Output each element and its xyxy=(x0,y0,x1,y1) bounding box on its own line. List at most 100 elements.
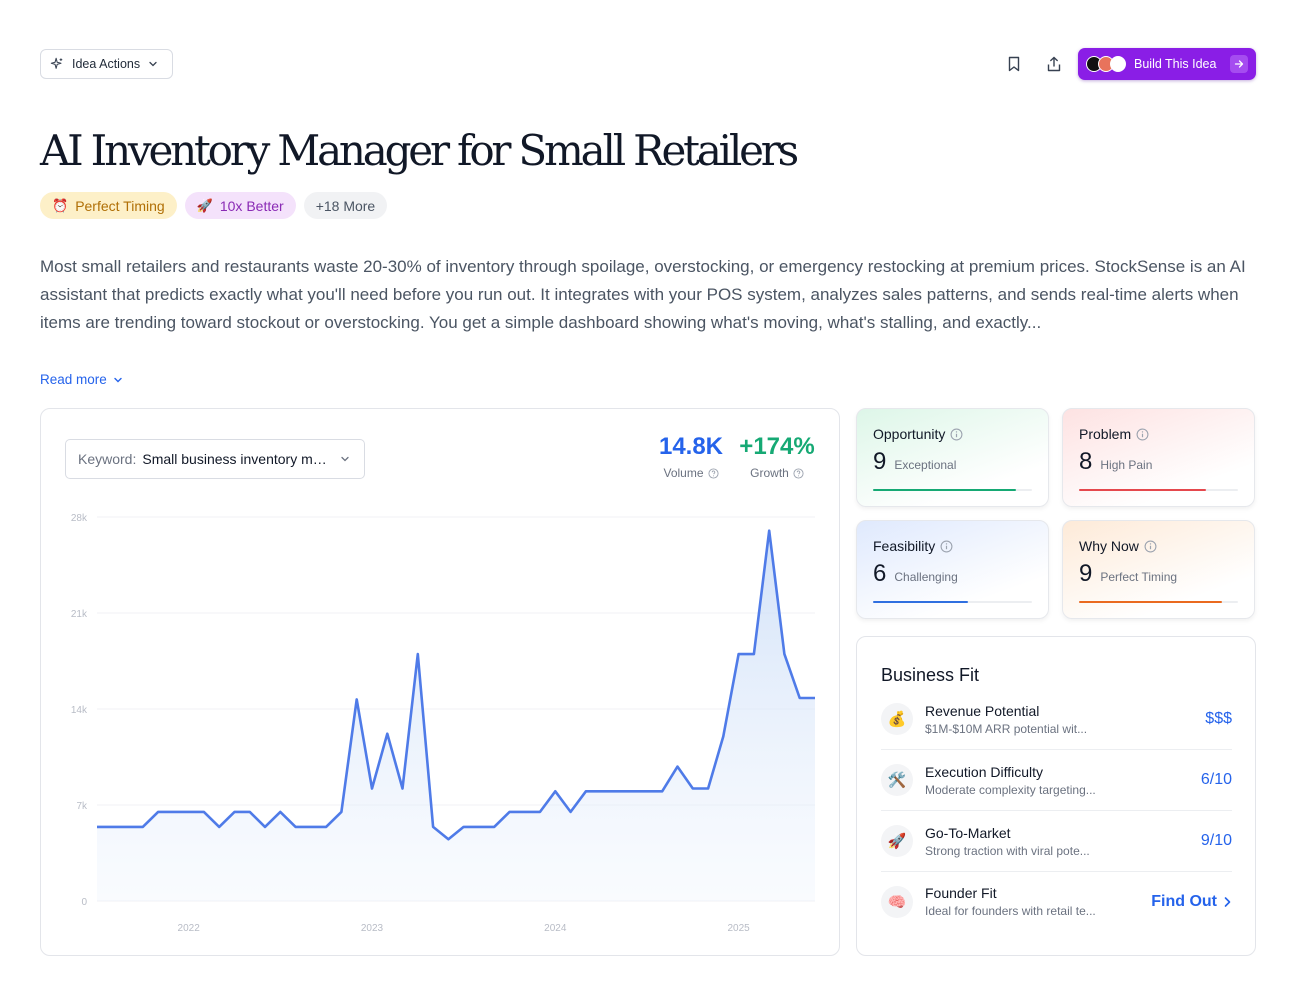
volume-label: Volume xyxy=(663,466,704,480)
score-progress-track xyxy=(1079,601,1238,603)
rocket-icon: 🚀 xyxy=(881,825,913,857)
score-progress-track xyxy=(873,489,1032,491)
y-tick-label: 28k xyxy=(71,513,88,524)
chevron-down-icon xyxy=(341,456,350,462)
builder-avatars xyxy=(1086,56,1128,72)
score-value: 9 xyxy=(1079,560,1093,587)
share-button[interactable] xyxy=(1044,54,1064,74)
score-progress-fill xyxy=(873,601,969,603)
why-now-score-card[interactable]: Why Now 9 Perfect Timing xyxy=(1062,520,1255,619)
score-title: Opportunity xyxy=(873,426,946,442)
x-tick-label: 2024 xyxy=(544,923,567,934)
tag-more-button[interactable]: +18 More xyxy=(303,192,388,219)
fit-label: Go-To-Market xyxy=(925,824,1011,841)
opportunity-score-card[interactable]: Opportunity 9 Exceptional xyxy=(856,408,1049,507)
build-this-idea-label: Build This Idea xyxy=(1134,57,1217,71)
fit-subtext: Ideal for founders with retail te... xyxy=(925,904,1096,918)
bookmark-button[interactable] xyxy=(1004,54,1024,74)
business-fit-title: Business Fit xyxy=(881,665,980,685)
chevron-right-icon xyxy=(1224,896,1231,907)
score-title: Feasibility xyxy=(873,538,936,554)
score-value: 9 xyxy=(873,448,887,475)
x-tick-label: 2023 xyxy=(361,923,384,934)
fit-label: Revenue Potential xyxy=(925,702,1040,719)
idea-description: Most small retailers and restaurants was… xyxy=(40,257,1246,332)
chevron-down-icon xyxy=(149,61,157,67)
score-row: 6 Challenging xyxy=(873,560,1032,588)
score-progress-fill xyxy=(1079,489,1207,491)
info-icon[interactable] xyxy=(950,428,963,441)
fit-row-go-to-market[interactable]: 🚀 Go-To-Market Strong traction with vira… xyxy=(881,811,1232,872)
info-icon[interactable] xyxy=(1136,428,1149,441)
read-more-label: Read more xyxy=(40,372,107,387)
volume-metric: 14.8K Volume xyxy=(651,433,731,480)
fit-text: Execution Difficulty Moderate complexity… xyxy=(925,764,1201,797)
score-row: 8 High Pain xyxy=(1079,448,1238,476)
rocket-icon: 🚀 xyxy=(196,197,213,213)
score-title-row: Opportunity xyxy=(873,426,1032,442)
score-title-row: Feasibility xyxy=(873,538,1032,554)
score-description: Exceptional xyxy=(894,458,957,472)
volume-value: 14.8K xyxy=(658,433,724,460)
tag-label: +18 More xyxy=(315,197,376,214)
score-progress-track xyxy=(873,601,1032,603)
tag-10x-better[interactable]: 🚀 10x Better xyxy=(184,192,296,219)
y-tick-label: 0 xyxy=(81,897,87,908)
score-progress-track xyxy=(1079,489,1238,491)
growth-label-row: Growth xyxy=(735,466,819,480)
idea-actions-dropdown[interactable]: Idea Actions xyxy=(40,49,173,79)
x-tick-label: 2022 xyxy=(178,923,201,934)
fit-value: 6/10 xyxy=(1200,771,1232,788)
keyword-trend-card: 0 7k 14k 21k 28k 2022 2023 2024 2025 Keyword: Sm… xyxy=(40,408,840,956)
tag-perfect-timing[interactable]: ⏰ Perfect Timing xyxy=(40,192,177,219)
problem-score-card[interactable]: Problem 8 High Pain xyxy=(1062,408,1255,507)
keyword-label: Keyword: xyxy=(78,451,137,467)
score-title-row: Why Now xyxy=(1079,538,1238,554)
trend-chart: 0 7k 14k 21k 28k 2022 2023 2024 2025 xyxy=(71,513,815,934)
build-this-idea-button[interactable]: Build This Idea xyxy=(1078,48,1256,80)
trend-line xyxy=(97,529,815,841)
trend-area xyxy=(97,530,815,901)
tools-icon: 🛠️ xyxy=(881,764,913,796)
fit-value: 9/10 xyxy=(1200,832,1232,849)
growth-value: +174% xyxy=(739,433,815,460)
y-tick-label: 21k xyxy=(71,609,88,620)
fit-value: $$$ xyxy=(1205,710,1232,727)
feasibility-score-card[interactable]: Feasibility 6 Challenging xyxy=(856,520,1049,619)
help-icon[interactable] xyxy=(707,467,719,479)
growth-label: Growth xyxy=(750,466,789,480)
fit-label: Founder Fit xyxy=(925,885,997,901)
y-tick-label: 14k xyxy=(71,705,88,716)
top-bar: Idea Actions Build This Idea xyxy=(40,48,1256,80)
fit-label: Execution Difficulty xyxy=(925,763,1044,780)
score-description: High Pain xyxy=(1100,458,1153,472)
arrow-right-icon xyxy=(1230,55,1248,73)
info-icon[interactable] xyxy=(940,540,953,553)
info-icon[interactable] xyxy=(1144,540,1157,553)
help-icon[interactable] xyxy=(793,467,804,479)
score-description: Perfect Timing xyxy=(1100,570,1178,584)
business-fit-card: Business Fit 💰 Revenue Potential $1M-$10… xyxy=(856,636,1256,956)
alarm-clock-icon: ⏰ xyxy=(52,197,69,213)
score-row: 9 Perfect Timing xyxy=(1079,560,1238,588)
fit-subtext: Moderate complexity targeting... xyxy=(925,782,1096,797)
find-out-label: Find Out xyxy=(1151,892,1217,910)
chevron-down-icon xyxy=(114,377,122,382)
brain-icon: 🧠 xyxy=(881,885,913,918)
score-row: 9 Exceptional xyxy=(873,448,1032,476)
score-title: Problem xyxy=(1079,426,1132,442)
fit-text: Go-To-Market Strong traction with viral … xyxy=(925,825,1201,858)
tag-label: Perfect Timing xyxy=(75,197,165,214)
fit-row-execution-difficulty[interactable]: 🛠️ Execution Difficulty Moderate complex… xyxy=(881,750,1232,811)
read-more-link[interactable]: Read more xyxy=(40,372,123,387)
x-tick-label: 2025 xyxy=(727,923,750,934)
fit-row-founder-fit[interactable]: 🧠 Founder Fit Ideal for founders with re… xyxy=(881,871,1232,932)
score-value: 6 xyxy=(873,560,887,587)
tag-list: ⏰ Perfect Timing 🚀 10x Better +18 More xyxy=(40,192,388,219)
bookmark-icon xyxy=(1008,56,1020,72)
keyword-select[interactable]: Keyword: Small business inventory manage… xyxy=(65,439,365,479)
score-progress-fill xyxy=(873,489,1017,491)
money-bag-icon: 💰 xyxy=(881,703,913,735)
find-out-link[interactable]: Find Out xyxy=(1151,893,1232,911)
fit-row-revenue-potential[interactable]: 💰 Revenue Potential $1M-$10M ARR potenti… xyxy=(881,689,1232,750)
